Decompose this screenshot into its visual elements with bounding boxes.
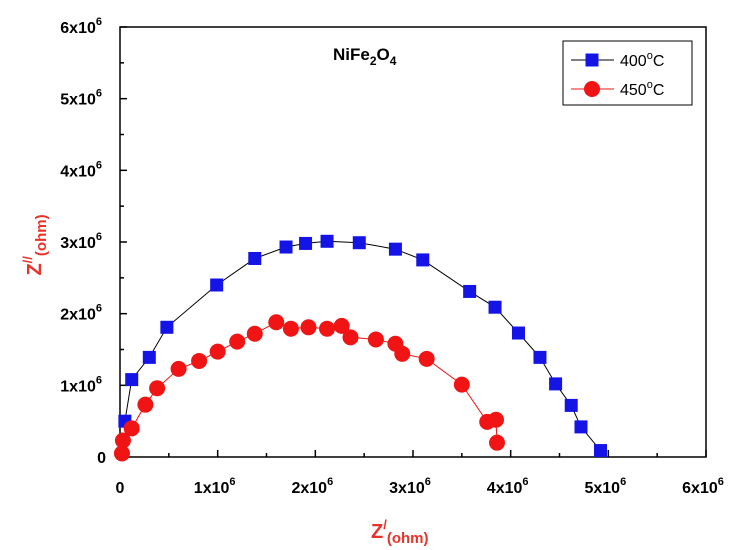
data-point-450 — [209, 343, 226, 360]
y-axis-ticks: 0 1x106 2x106 3x106 4x106 5x106 6x106 — [60, 16, 127, 467]
data-point-400 — [594, 444, 608, 458]
data-point-450 — [170, 360, 187, 377]
y-tick-label: 1x106 — [60, 374, 102, 395]
y-tick-label: 6x106 — [60, 16, 102, 37]
y-tick-label: 5x106 — [60, 88, 102, 109]
data-point-400 — [511, 326, 525, 340]
legend-label-450: 450oC — [620, 79, 664, 99]
data-point-400 — [248, 251, 262, 265]
x-axis-title: Z/(ohm) — [371, 517, 429, 547]
y-tick-label: 4x106 — [60, 159, 102, 180]
data-point-450 — [113, 445, 130, 462]
data-point-400 — [125, 373, 139, 387]
data-point-400 — [416, 253, 430, 267]
data-point-400 — [574, 420, 588, 434]
data-point-400 — [533, 350, 547, 364]
data-point-450 — [319, 320, 336, 337]
legend-label-400: 400oC — [620, 50, 664, 70]
data-point-400 — [488, 300, 502, 314]
data-point-450 — [488, 411, 505, 428]
data-point-400 — [160, 320, 174, 334]
series-layer — [113, 234, 608, 462]
data-point-450 — [123, 420, 140, 437]
legend-marker-400 — [585, 53, 599, 67]
data-point-400 — [564, 398, 578, 412]
data-point-400 — [320, 234, 334, 248]
data-point-400 — [388, 242, 402, 256]
data-point-450 — [149, 380, 166, 397]
data-point-450 — [367, 331, 384, 348]
legend: 400oC 450oC — [562, 40, 693, 106]
data-point-400 — [549, 377, 563, 391]
data-point-450 — [418, 350, 435, 367]
data-point-450 — [394, 345, 411, 362]
data-point-450 — [300, 319, 317, 336]
x-tick-label: 2x106 — [291, 476, 333, 497]
x-tick-label: 1x106 — [194, 476, 236, 497]
y-axis-title: Z//(ohm) — [20, 214, 50, 275]
y-tick-label: 3x106 — [60, 231, 102, 252]
series-line-400 — [124, 240, 601, 451]
data-point-400 — [142, 350, 156, 364]
x-tick-label: 3x106 — [389, 476, 431, 497]
data-point-450 — [191, 352, 208, 369]
legend-marker-450 — [584, 81, 600, 97]
data-point-400 — [352, 236, 366, 250]
legend-box — [562, 40, 693, 106]
y-tick-label: 0 — [97, 450, 106, 467]
x-tick-label: 6x106 — [682, 476, 724, 497]
chart-title: NiFe2O4 — [333, 45, 397, 68]
data-point-450 — [268, 314, 285, 331]
data-point-450 — [488, 434, 505, 451]
series-line-450 — [121, 321, 498, 454]
data-point-450 — [333, 317, 350, 334]
data-point-450 — [453, 376, 470, 393]
data-point-400 — [279, 240, 293, 254]
x-axis-ticks: 0 1x106 2x106 3x106 4x106 5x106 6x106 — [116, 450, 724, 497]
data-point-400 — [299, 236, 313, 250]
data-point-450 — [114, 432, 131, 449]
y-tick-label: 2x106 — [60, 303, 102, 324]
data-point-450 — [137, 396, 154, 413]
data-point-400 — [210, 278, 224, 292]
data-point-400 — [463, 284, 477, 298]
data-point-450 — [282, 320, 299, 337]
data-point-450 — [246, 325, 263, 342]
x-tick-label: 0 — [116, 480, 125, 497]
x-tick-label: 4x106 — [487, 476, 529, 497]
data-point-450 — [229, 333, 246, 350]
data-point-450 — [342, 329, 359, 346]
x-tick-label: 5x106 — [584, 476, 626, 497]
